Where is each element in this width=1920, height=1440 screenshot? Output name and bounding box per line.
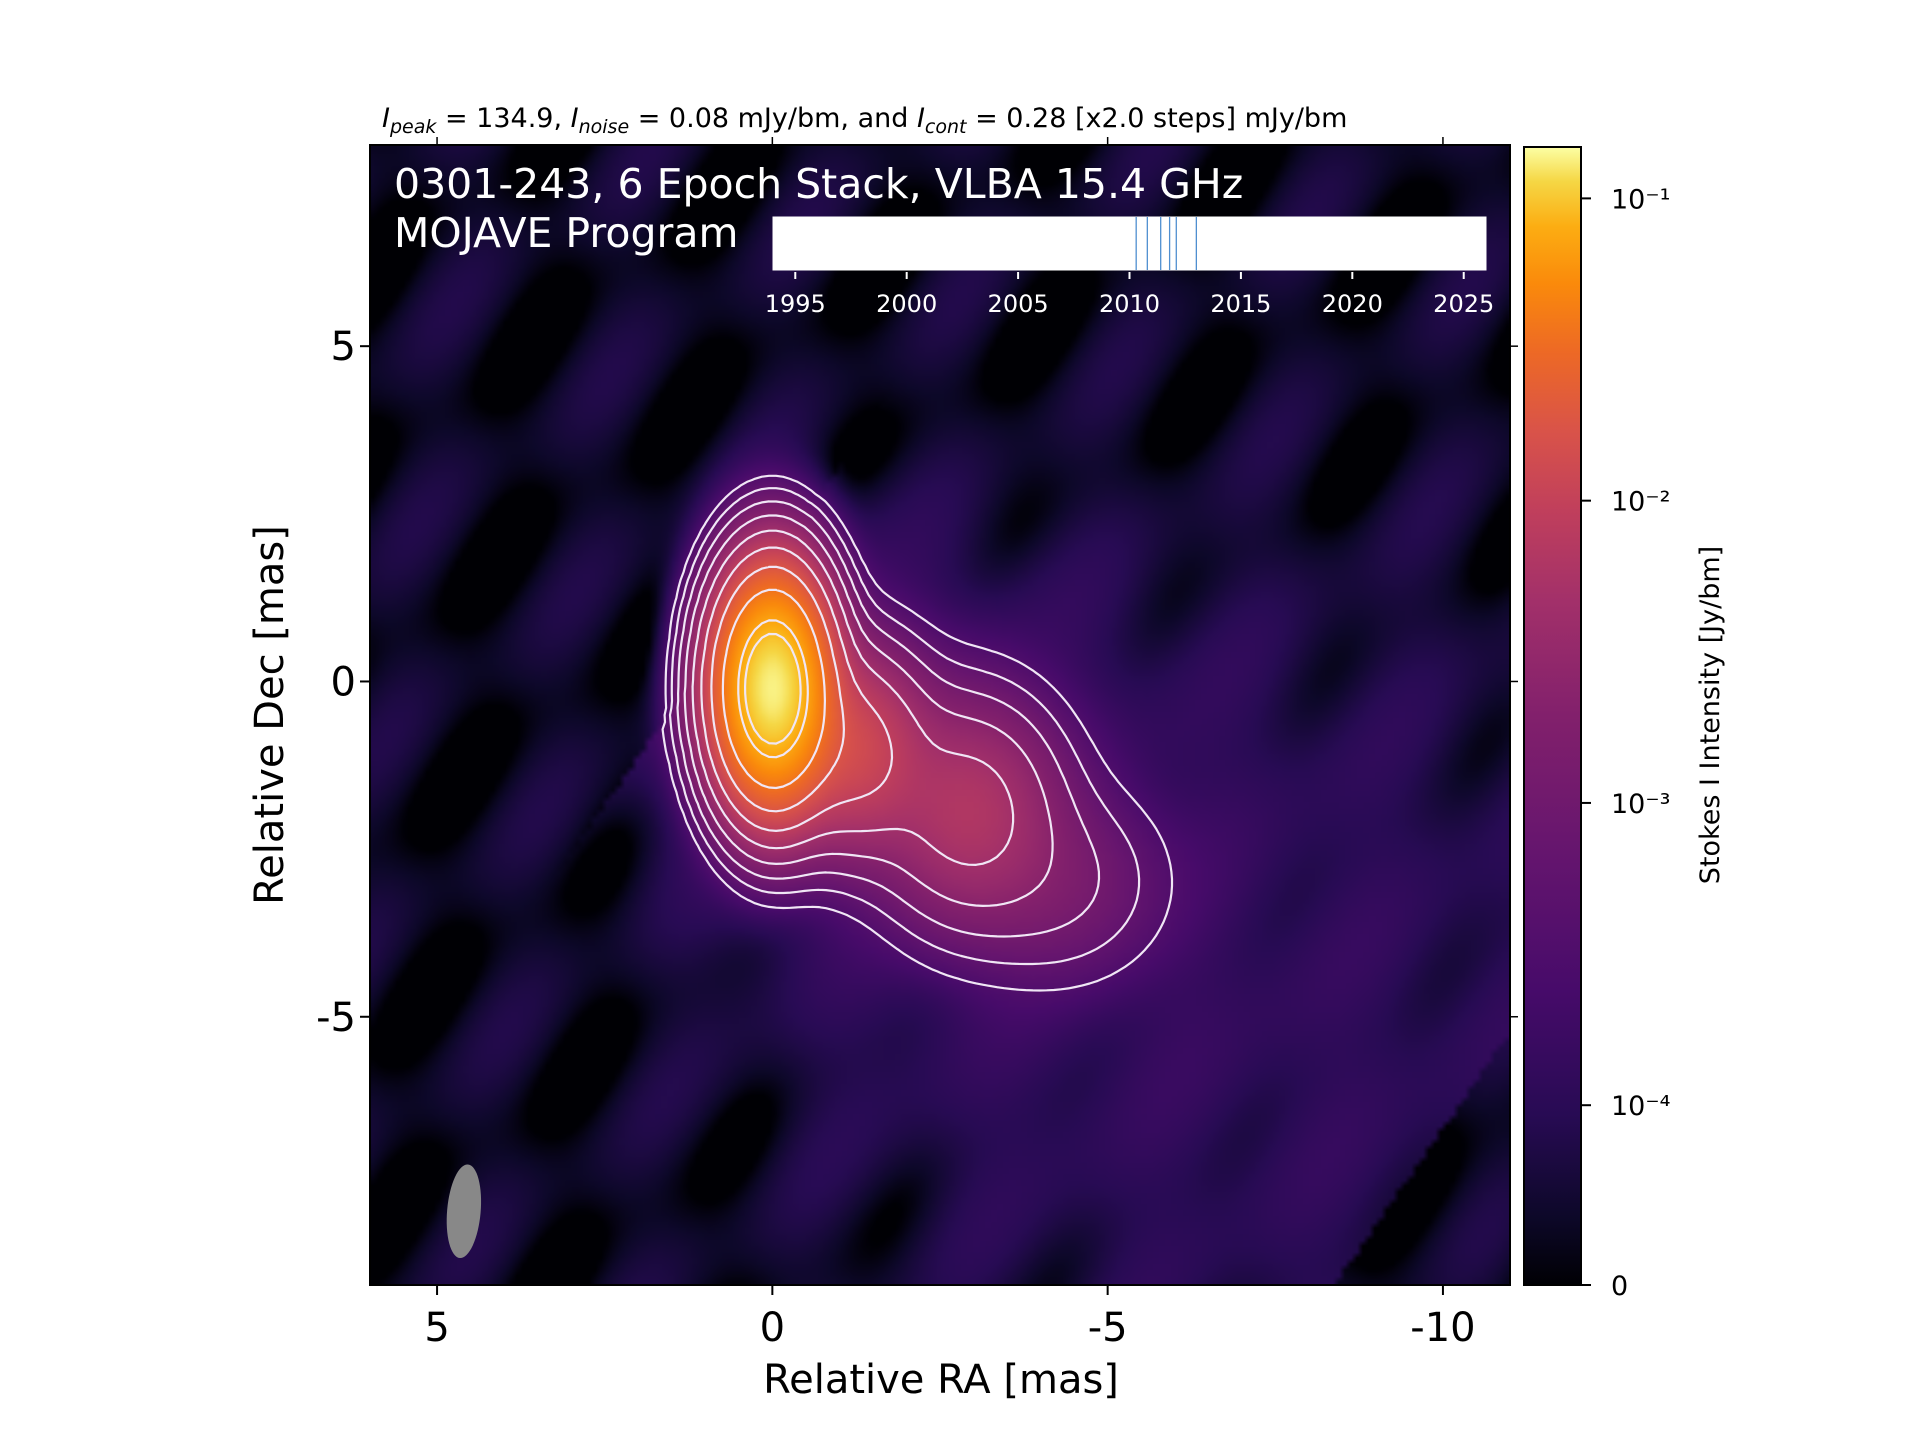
epoch-tick-label: 2025 [1433, 290, 1494, 318]
x-axis-label: Relative RA [mas] [763, 1357, 1119, 1403]
source-annotation: 0301-243, 6 Epoch Stack, VLBA 15.4 GHz [394, 160, 1243, 208]
epoch-tick-label: 2000 [876, 290, 937, 318]
epoch-tick-label: 2020 [1322, 290, 1383, 318]
epoch-timeline-box [772, 216, 1487, 271]
colorbar-label: Stokes I Intensity [Jy/bm] [1695, 546, 1726, 884]
colorbar-tick-label: 10⁻² [1611, 487, 1670, 518]
contour-level [710, 565, 845, 813]
contour-level [737, 619, 809, 759]
beam-ellipse [446, 1164, 482, 1259]
epoch-tick-label: 2005 [988, 290, 1049, 318]
colorbar-tick-label: 10⁻³ [1611, 789, 1670, 820]
epoch-tick-label: 2015 [1210, 290, 1271, 318]
y-tick-label: 5 [331, 324, 356, 370]
colorbar-tick-label: 10⁻⁴ [1611, 1091, 1670, 1122]
intensity-image [370, 145, 1510, 1285]
x-tick-label: 0 [760, 1305, 785, 1351]
contour-level [721, 588, 826, 790]
x-tick-label: -5 [1088, 1305, 1128, 1351]
colorbar [1523, 146, 1582, 1286]
y-axis-label: Relative Dec [mas] [247, 525, 293, 905]
contour-level [691, 529, 1015, 866]
contour-level [668, 487, 1141, 966]
colorbar-tick-label: 0 [1611, 1271, 1628, 1302]
program-annotation: MOJAVE Program [394, 209, 738, 257]
colorbar-tick-label: 10⁻¹ [1611, 184, 1670, 215]
contour-level [676, 500, 1101, 938]
epoch-timeline: 1995 2000 2005 2010 2015 2020 2025 [765, 216, 1494, 318]
contour-level [661, 474, 1174, 992]
stokes-i-image [370, 145, 1510, 1285]
epoch-tick-label: 1995 [765, 290, 826, 318]
y-tick-label: -5 [316, 995, 356, 1041]
y-tick-label: 0 [331, 659, 356, 705]
contour-level [683, 514, 1054, 907]
chart-title: Ipeak = 134.9, Inoise = 0.08 mJy/bm, and… [382, 103, 1347, 138]
contour-group [661, 474, 1174, 992]
plot-frame [369, 144, 1511, 1286]
contour-level [700, 546, 894, 832]
x-tick-label: -10 [1410, 1305, 1475, 1351]
contour-level [744, 632, 802, 745]
epoch-tick-label: 2010 [1099, 290, 1160, 318]
x-tick-label: 5 [424, 1305, 449, 1351]
